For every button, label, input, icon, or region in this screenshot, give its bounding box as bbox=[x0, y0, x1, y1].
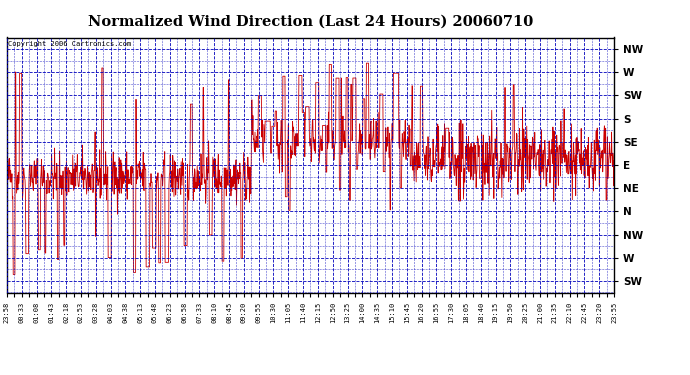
Text: Normalized Wind Direction (Last 24 Hours) 20060710: Normalized Wind Direction (Last 24 Hours… bbox=[88, 15, 533, 29]
Text: Copyright 2006 Cartronics.com: Copyright 2006 Cartronics.com bbox=[8, 41, 131, 47]
